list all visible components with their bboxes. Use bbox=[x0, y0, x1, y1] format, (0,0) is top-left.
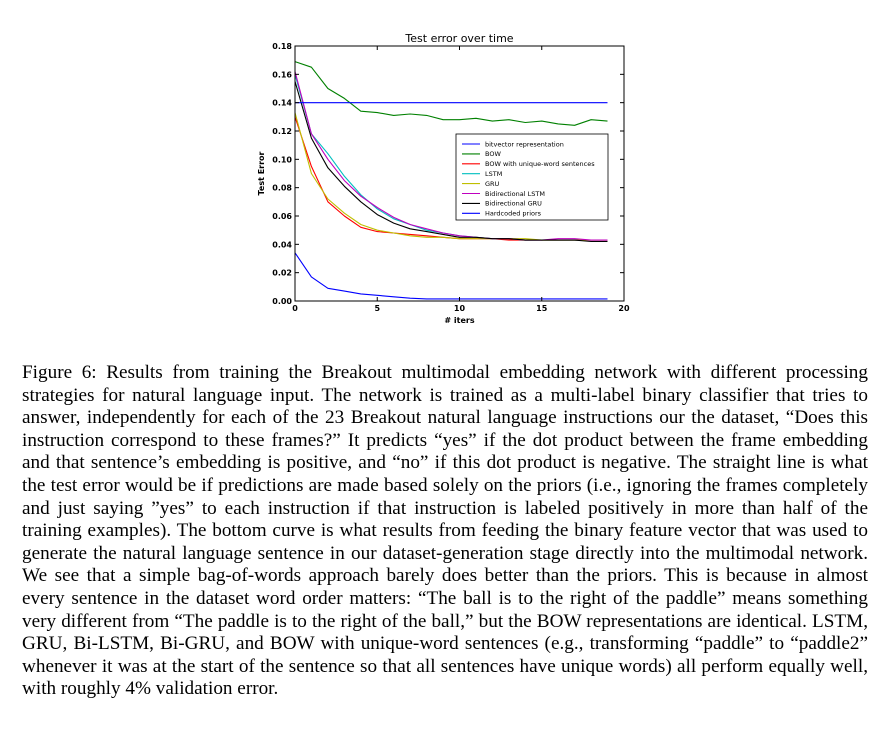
y-tick-label: 0.18 bbox=[272, 42, 292, 51]
x-tick-label: 5 bbox=[374, 304, 380, 313]
legend-label-3: BOW with unique-word sentences bbox=[485, 160, 595, 168]
x-tick-label: 0 bbox=[292, 304, 298, 313]
chart-title: Test error over time bbox=[404, 32, 513, 45]
legend-label-4: LSTM bbox=[485, 170, 502, 178]
test-error-line-chart: Test error over time 0.00 0.02 0.04 0.06 0.08… bbox=[257, 32, 630, 325]
x-axis-title: # iters bbox=[444, 316, 474, 325]
series-line-2 bbox=[294, 61, 608, 126]
legend-box bbox=[455, 133, 609, 221]
y-tick-label: 0.16 bbox=[272, 70, 292, 79]
y-tick-label: 0.02 bbox=[272, 269, 292, 278]
y-tick-label: 0.08 bbox=[272, 184, 292, 193]
legend-label-1: bitvector representation bbox=[485, 140, 564, 148]
figure-caption: Figure 6: Results from training the Brea… bbox=[22, 362, 868, 700]
legend-label-6: Bidirectional LSTM bbox=[485, 190, 545, 198]
series-line-7 bbox=[294, 81, 608, 243]
y-tick-label: 0.10 bbox=[272, 155, 292, 164]
y-tick-label: 0.14 bbox=[272, 99, 292, 108]
legend-label-7: Bidirectional GRU bbox=[485, 200, 542, 208]
figure: Test error over time 0.00 0.02 0.04 0.06 0.08… bbox=[0, 0, 887, 340]
y-axis-title: Test Error bbox=[257, 151, 266, 195]
legend-label-2: BOW bbox=[485, 150, 501, 158]
series-line-1 bbox=[294, 252, 608, 300]
x-tick-label: 20 bbox=[618, 304, 630, 313]
x-tick-label: 10 bbox=[454, 304, 466, 313]
legend-label-5: GRU bbox=[485, 180, 500, 188]
y-tick-label: 0.06 bbox=[272, 212, 292, 221]
series-line-6 bbox=[294, 71, 608, 241]
y-tick-label: 0.12 bbox=[272, 127, 292, 136]
y-tick-label: 0.00 bbox=[272, 297, 292, 306]
x-tick-label: 15 bbox=[536, 304, 548, 313]
y-tick-label: 0.04 bbox=[272, 240, 292, 249]
legend-label-8: Hardcoded priors bbox=[485, 210, 542, 218]
